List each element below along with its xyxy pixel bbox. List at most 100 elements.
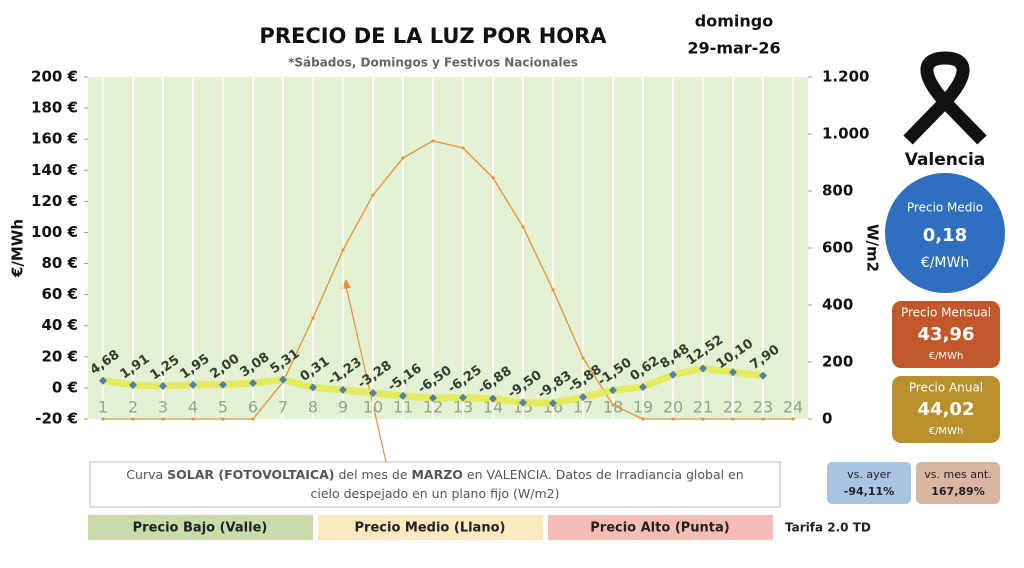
- x-tick-label: 10: [363, 398, 383, 417]
- note-text: en VALENCIA. Datos de Irradiancia global…: [463, 467, 744, 482]
- legend-label: Precio Medio (Llano): [355, 521, 506, 536]
- medio-unit: €/MWh: [921, 255, 969, 271]
- point: [759, 371, 767, 380]
- ayer-box: [827, 462, 911, 504]
- legend-bajo: [88, 515, 313, 540]
- x-tick-label: 8: [308, 398, 318, 417]
- mensual-title: Precio Mensual: [901, 306, 991, 320]
- x-tick-label: 3: [158, 398, 168, 417]
- point: [371, 193, 375, 197]
- mes-ant-value: 167,89%: [931, 485, 984, 498]
- medio-circle: [885, 173, 1005, 293]
- city: Valencia: [905, 150, 986, 170]
- anual-title: Precio Anual: [909, 381, 983, 395]
- y2-tick-label: 200: [822, 353, 853, 371]
- point: [221, 417, 225, 421]
- point: [309, 383, 317, 392]
- date: 29-mar-26: [687, 39, 780, 58]
- point: [701, 417, 705, 421]
- note-line: cielo despejado en un plano fijo (W/m2): [310, 486, 559, 501]
- x-tick-label: 23: [753, 398, 773, 417]
- legend-label: Precio Bajo (Valle): [133, 521, 268, 536]
- point: [639, 382, 647, 391]
- x-tick-label: 5: [218, 398, 228, 417]
- x-tick-label: 22: [723, 398, 743, 417]
- legend-alto: [548, 515, 773, 540]
- y-tick-label: 60 €: [41, 285, 78, 303]
- point: [401, 156, 405, 160]
- note-arrow: [345, 285, 387, 463]
- point: [491, 176, 495, 180]
- x-tick-label: 17: [573, 398, 593, 417]
- y-tick-label: 80 €: [41, 254, 78, 272]
- point: [311, 316, 315, 320]
- y2-tick-label: 400: [822, 296, 853, 314]
- x-tick-label: 6: [248, 398, 258, 417]
- plot-area: [88, 77, 808, 419]
- mensual-box: [892, 301, 1000, 368]
- point: [669, 370, 677, 379]
- point: [791, 417, 795, 421]
- y2-tick-label: 1.200: [822, 68, 869, 86]
- point: [429, 394, 437, 403]
- medio-value: 0,18: [923, 225, 967, 246]
- y-axis-label: €/MWh: [9, 219, 27, 278]
- y-tick-label: 40 €: [41, 316, 78, 334]
- point: [251, 417, 255, 421]
- note-box: [89, 461, 781, 508]
- x-tick-label: 21: [693, 398, 713, 417]
- point: [191, 417, 195, 421]
- y-tick-label: 100 €: [31, 223, 78, 241]
- point: [489, 394, 497, 403]
- x-tick-label: 9: [338, 398, 348, 417]
- point: [101, 417, 105, 421]
- point: [431, 139, 435, 143]
- point: [399, 391, 407, 400]
- ribbon: [903, 51, 987, 145]
- point: [551, 288, 555, 292]
- y2-tick-label: 800: [822, 182, 853, 200]
- ayer-title: vs. ayer: [847, 468, 891, 481]
- legend-medio: [318, 515, 543, 540]
- line-solar: [102, 140, 794, 420]
- point: [99, 376, 107, 385]
- y-tick-label: 160 €: [31, 130, 78, 148]
- point: [459, 393, 467, 402]
- point: [729, 368, 737, 377]
- anual-unit: €/MWh: [929, 426, 964, 437]
- day: domingo: [695, 12, 773, 31]
- y-tick-label: 180 €: [31, 99, 78, 117]
- point: [339, 385, 347, 394]
- point: [249, 379, 257, 388]
- x-tick-label: 12: [423, 398, 443, 417]
- point: [219, 380, 227, 389]
- note-text: cielo despejado en un plano fijo (W/m2): [310, 486, 559, 501]
- point: [279, 375, 287, 384]
- point: [129, 380, 137, 389]
- point: [699, 364, 707, 373]
- mensual-value: 43,96: [918, 324, 975, 345]
- mes-ant-title: vs. mes ant.: [924, 468, 991, 481]
- point: [731, 417, 735, 421]
- tarifa: Tarifa 2.0 TD: [785, 521, 871, 535]
- chart-title: PRECIO DE LA LUZ POR HORA: [259, 24, 607, 48]
- note-text: del mes de: [334, 467, 411, 482]
- x-tick-label: 24: [783, 398, 803, 417]
- point: [611, 403, 615, 407]
- point: [671, 417, 675, 421]
- note-text: SOLAR (FOTOVOLTAICA): [167, 467, 334, 482]
- x-tick-label: 13: [453, 398, 473, 417]
- point: [341, 248, 345, 252]
- y2-axis-label: W/m2: [864, 224, 882, 272]
- anual-box: [892, 376, 1000, 443]
- y2-tick-label: 600: [822, 239, 853, 257]
- y-tick-label: 120 €: [31, 192, 78, 210]
- point: [161, 417, 165, 421]
- x-tick-label: 2: [128, 398, 138, 417]
- point: [549, 399, 557, 408]
- x-tick-label: 11: [393, 398, 413, 417]
- point: [521, 225, 525, 229]
- point: [369, 389, 377, 398]
- note-line: Curva SOLAR (FOTOVOLTAICA) del mes de MA…: [126, 467, 743, 482]
